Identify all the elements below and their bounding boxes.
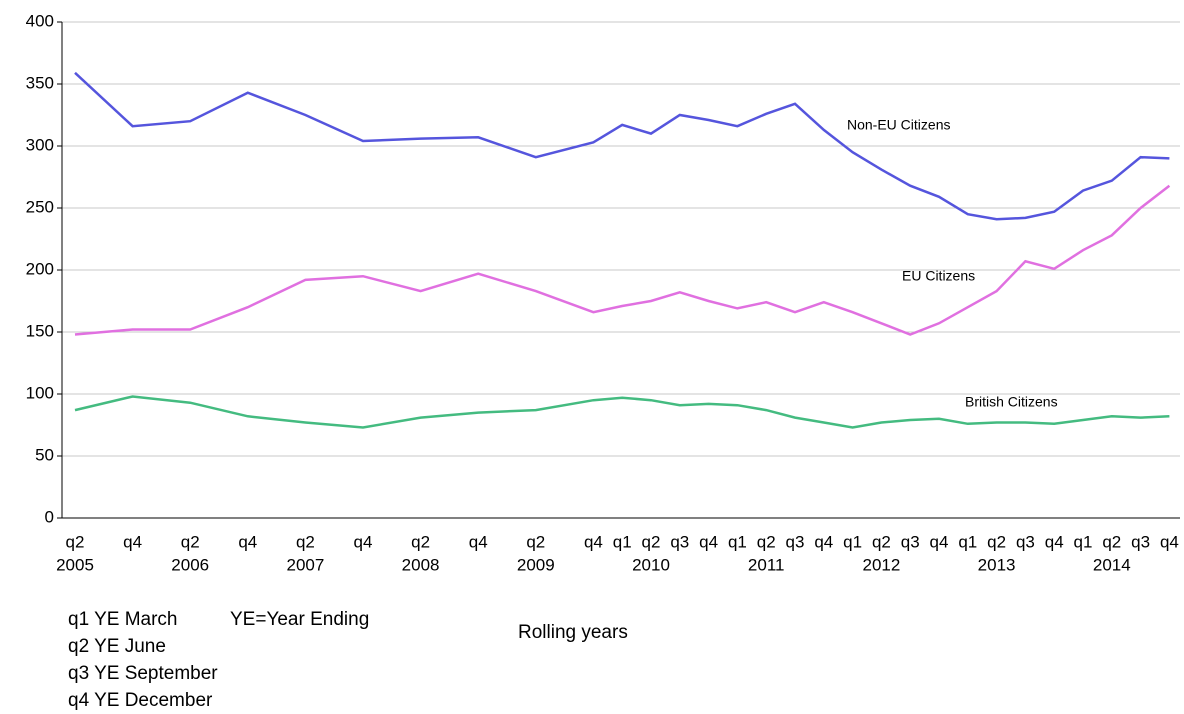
x-tick-label: q3 [1016, 532, 1035, 551]
x-tick-label: q4 [699, 532, 718, 551]
x-year-label: 2011 [748, 555, 785, 574]
x-tick-label: q2 [987, 532, 1006, 551]
x-tick-label: q1 [958, 532, 977, 551]
x-year-label: 2012 [862, 555, 900, 574]
x-year-label: 2008 [402, 555, 440, 574]
x-tick-label: q4 [1160, 532, 1179, 551]
x-tick-label: q2 [181, 532, 200, 551]
x-axis-label: Rolling years [518, 622, 628, 643]
x-tick-label: q2 [642, 532, 661, 551]
x-tick-label: q1 [613, 532, 632, 551]
y-tick-label: 200 [26, 259, 54, 278]
x-year-label: 2013 [978, 555, 1016, 574]
note: q1 YE March [68, 609, 177, 630]
x-year-label: 2006 [171, 555, 209, 574]
y-tick-label: 300 [26, 135, 54, 154]
y-tick-label: 250 [26, 197, 54, 216]
x-tick-label: q3 [1131, 532, 1150, 551]
note: YE=Year Ending [230, 609, 369, 630]
y-tick-label: 150 [26, 321, 54, 340]
x-tick-label: q3 [670, 532, 689, 551]
note: q2 YE June [68, 636, 166, 657]
series-label: British Citizens [965, 394, 1058, 410]
x-tick-label: q3 [786, 532, 805, 551]
x-tick-label: q4 [814, 532, 833, 551]
x-year-label: 2010 [632, 555, 670, 574]
y-tick-label: 100 [26, 383, 54, 402]
x-tick-label: q1 [728, 532, 747, 551]
series-line [74, 184, 1171, 336]
x-tick-label: q4 [238, 532, 257, 551]
x-year-label: 2014 [1093, 555, 1131, 574]
series-line [74, 71, 1170, 221]
x-tick-label: q4 [1045, 532, 1064, 551]
series-label: EU Citizens [902, 268, 975, 284]
x-tick-label: q2 [757, 532, 776, 551]
x-year-label: 2005 [56, 555, 94, 574]
series-label: Non-EU Citizens [847, 117, 950, 133]
y-tick-label: 0 [45, 507, 54, 526]
x-tick-label: q1 [843, 532, 862, 551]
x-tick-label: q2 [296, 532, 315, 551]
x-tick-label: q2 [66, 532, 85, 551]
note: q4 YE December [68, 690, 213, 711]
x-tick-label: q1 [1074, 532, 1093, 551]
y-tick-label: 50 [35, 445, 54, 464]
x-tick-label: q3 [901, 532, 920, 551]
x-tick-label: q2 [1102, 532, 1121, 551]
x-tick-label: q4 [354, 532, 373, 551]
y-tick-label: 350 [26, 73, 54, 92]
x-year-label: 2009 [517, 555, 555, 574]
x-tick-label: q2 [872, 532, 891, 551]
y-tick-label: 400 [26, 11, 54, 30]
series-line [74, 395, 1170, 429]
x-tick-label: q4 [469, 532, 488, 551]
x-tick-label: q4 [123, 532, 142, 551]
x-tick-label: q4 [930, 532, 949, 551]
x-tick-label: q2 [411, 532, 430, 551]
x-tick-label: q2 [526, 532, 545, 551]
note: q3 YE September [68, 663, 218, 684]
x-year-label: 2007 [286, 555, 324, 574]
x-tick-label: q4 [584, 532, 603, 551]
